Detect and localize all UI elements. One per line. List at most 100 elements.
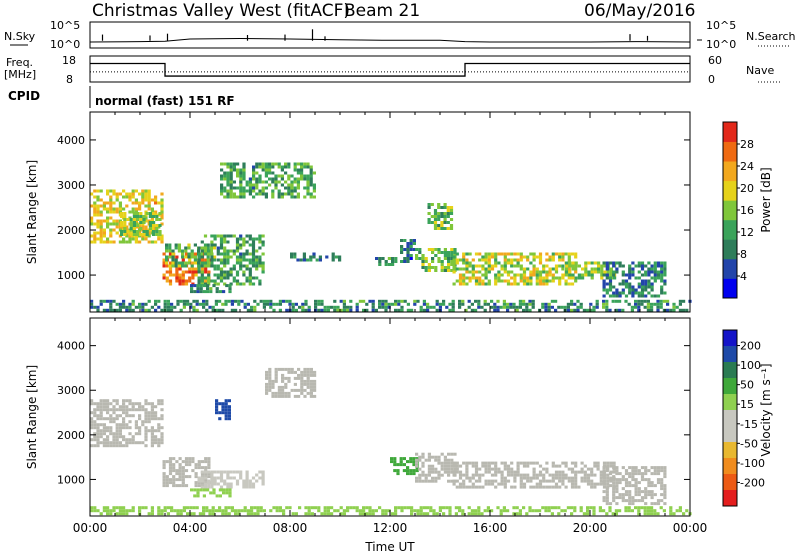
velocity-cell	[459, 471, 462, 474]
velocity-cell	[167, 512, 170, 515]
velocity-cell	[554, 506, 557, 509]
power-cell	[183, 300, 186, 303]
velocity-cell	[494, 486, 497, 489]
velocity-cell	[555, 486, 558, 489]
velocity-colorbar-bin-10	[723, 490, 737, 506]
velocity-cell	[428, 456, 431, 459]
power-cell	[437, 206, 440, 209]
power-cell	[497, 274, 500, 277]
power-cell	[428, 263, 431, 266]
velocity-cell	[138, 414, 141, 417]
velocity-cell	[517, 465, 520, 468]
velocity-cell	[637, 509, 640, 512]
power-cell	[612, 292, 615, 295]
velocity-cell	[276, 506, 279, 509]
power-cell	[554, 300, 557, 303]
power-cell	[233, 280, 236, 283]
power-cell	[602, 306, 605, 309]
power-cell	[496, 300, 499, 303]
power-cell	[239, 253, 242, 256]
velocity-cell	[622, 499, 625, 502]
power-cell	[403, 260, 406, 263]
velocity-cell	[179, 469, 182, 472]
power-cell	[170, 306, 173, 309]
velocity-cell	[247, 509, 250, 512]
velocity-cell	[644, 472, 647, 475]
velocity-cell	[93, 444, 96, 447]
velocity-cell	[116, 414, 119, 417]
power-cell	[434, 248, 437, 251]
power-cell	[262, 169, 265, 172]
power-cell	[252, 184, 255, 187]
power-cell	[423, 309, 426, 312]
power-cell	[123, 224, 126, 227]
power-cell	[558, 283, 561, 286]
power-cell	[536, 256, 539, 259]
velocity-cell	[103, 426, 106, 429]
power-cell	[281, 175, 284, 178]
velocity-cell	[106, 435, 109, 438]
power-cell	[472, 277, 475, 280]
velocity-cell	[221, 402, 224, 405]
velocity-cell	[390, 457, 393, 460]
velocity-cell	[303, 383, 306, 386]
power-cell	[640, 300, 643, 303]
velocity-cell	[468, 512, 471, 515]
power-cell	[672, 309, 675, 312]
power-cell	[175, 280, 178, 283]
velocity-cell	[644, 487, 647, 490]
power-cell	[485, 268, 488, 271]
power-cell	[274, 181, 277, 184]
power-cell	[212, 306, 215, 309]
power-cell	[378, 306, 381, 309]
power-cell	[191, 253, 194, 256]
velocity-cell	[641, 490, 644, 493]
power-cell	[437, 260, 440, 263]
velocity-cell	[393, 457, 396, 460]
velocity-cell	[175, 460, 178, 463]
velocity-cell	[320, 512, 323, 515]
velocity-cell	[179, 484, 182, 487]
power-cell	[93, 214, 96, 217]
velocity-cell	[281, 392, 284, 395]
power-cell	[485, 259, 488, 262]
velocity-cell	[478, 486, 481, 489]
power-cell	[545, 271, 548, 274]
velocity-cell	[317, 506, 320, 509]
power-cell	[294, 166, 297, 169]
velocity-cell	[244, 506, 247, 509]
power-cell	[175, 262, 178, 265]
power-cell	[520, 265, 523, 268]
velocity-cell	[362, 506, 365, 509]
power-cell	[255, 250, 258, 253]
velocity-cell	[590, 468, 593, 471]
power-cell	[126, 230, 129, 233]
velocity-cell	[265, 377, 268, 380]
velocity-cell	[609, 502, 612, 505]
power-cell	[465, 283, 468, 286]
velocity-cell	[271, 392, 274, 395]
power-cell	[263, 300, 266, 303]
power-cell	[490, 300, 493, 303]
velocity-cell	[453, 474, 456, 477]
power-cell	[644, 295, 647, 298]
power-cell	[297, 178, 300, 181]
velocity-cell	[504, 465, 507, 468]
power-cell	[549, 259, 552, 262]
noise-ytick-left-top: 10^5	[50, 19, 80, 32]
velocity-cell	[488, 483, 491, 486]
power-cell	[440, 221, 443, 224]
power-cell	[592, 309, 595, 312]
velocity-cell	[450, 459, 453, 462]
power-cell	[249, 253, 252, 256]
power-cell	[220, 274, 223, 277]
power-cell	[570, 303, 573, 306]
power-cell	[201, 277, 204, 280]
power-cell	[525, 306, 528, 309]
velocity-cell	[679, 509, 682, 512]
power-cell	[522, 309, 525, 312]
power-cell	[431, 248, 434, 251]
velocity-cell	[106, 408, 109, 411]
velocity-cell	[268, 383, 271, 386]
velocity-cell	[203, 494, 206, 497]
